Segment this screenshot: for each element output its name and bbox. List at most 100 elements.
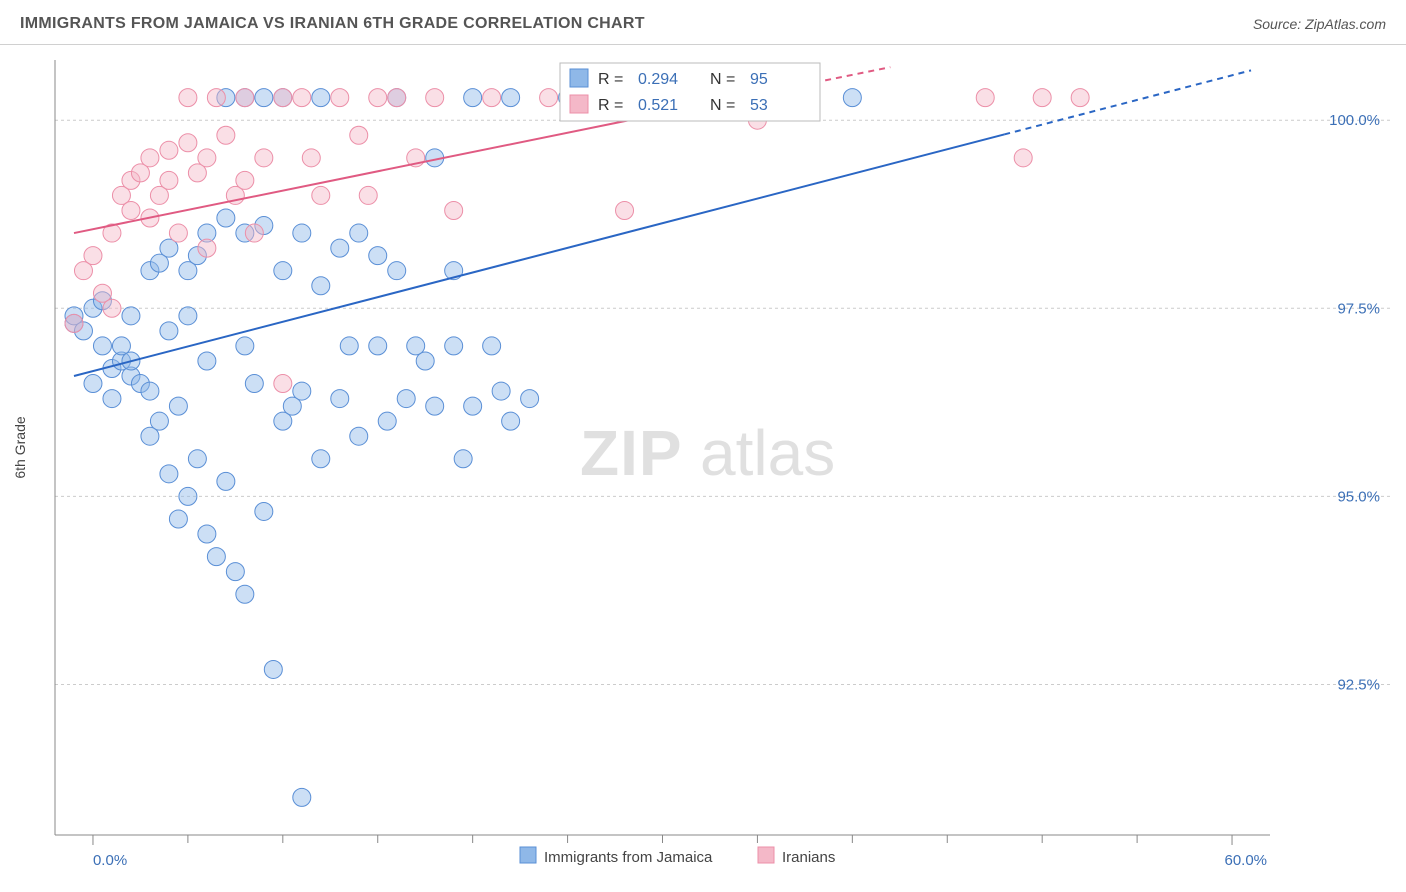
data-point (331, 239, 349, 257)
data-point (65, 314, 83, 332)
legend-swatch (570, 95, 588, 113)
data-point (293, 382, 311, 400)
data-point (331, 89, 349, 107)
data-point (445, 337, 463, 355)
data-point (236, 585, 254, 603)
legend-n-label: N = (710, 71, 735, 88)
data-point (293, 89, 311, 107)
legend-r-label: R = (598, 97, 623, 114)
data-point (1071, 89, 1089, 107)
legend-n-label: N = (710, 97, 735, 114)
trend-line-dashed (814, 67, 890, 82)
data-point (302, 149, 320, 167)
data-point (245, 375, 263, 393)
data-point (274, 89, 292, 107)
svg-text:atlas: atlas (700, 417, 835, 489)
data-point (179, 134, 197, 152)
data-point (492, 382, 510, 400)
data-point (416, 352, 434, 370)
data-point (843, 89, 861, 107)
data-point (445, 201, 463, 219)
data-point (198, 525, 216, 543)
legend-r-label: R = (598, 71, 623, 88)
bottom-legend-swatch (758, 847, 774, 863)
y-tick-label: 92.5% (1337, 677, 1380, 694)
data-point (150, 412, 168, 430)
data-point (340, 337, 358, 355)
data-point (350, 224, 368, 242)
data-point (103, 299, 121, 317)
data-point (426, 397, 444, 415)
data-point (483, 337, 501, 355)
data-point (217, 126, 235, 144)
x-tick-label: 0.0% (93, 852, 127, 869)
data-point (236, 337, 254, 355)
data-point (369, 89, 387, 107)
data-point (397, 390, 415, 408)
data-point (236, 89, 254, 107)
data-point (84, 247, 102, 265)
data-point (169, 510, 187, 528)
legend-swatch (570, 69, 588, 87)
data-point (198, 149, 216, 167)
data-point (312, 89, 330, 107)
data-point (464, 89, 482, 107)
data-point (1033, 89, 1051, 107)
data-point (976, 89, 994, 107)
legend-n-value: 95 (750, 71, 768, 88)
data-point (369, 247, 387, 265)
svg-text:ZIP: ZIP (580, 417, 683, 489)
data-point (454, 450, 472, 468)
x-tick-label: 60.0% (1224, 852, 1267, 869)
data-point (236, 171, 254, 189)
data-point (179, 487, 197, 505)
source-site: ZipAtlas.com (1305, 16, 1386, 32)
data-point (388, 89, 406, 107)
data-point (312, 277, 330, 295)
legend-n-value: 53 (750, 97, 768, 114)
data-point (359, 186, 377, 204)
y-tick-label: 97.5% (1337, 300, 1380, 317)
source-prefix: Source: (1253, 16, 1305, 32)
data-point (274, 375, 292, 393)
data-point (226, 563, 244, 581)
data-point (122, 307, 140, 325)
bottom-legend-label: Iranians (782, 849, 835, 866)
y-tick-label: 95.0% (1337, 488, 1380, 505)
legend-r-value: 0.521 (638, 97, 678, 114)
data-point (84, 375, 102, 393)
data-point (255, 149, 273, 167)
data-point (312, 186, 330, 204)
data-point (350, 427, 368, 445)
data-point (378, 412, 396, 430)
source-attribution: Source: ZipAtlas.com (1253, 16, 1386, 32)
data-point (255, 89, 273, 107)
data-point (464, 397, 482, 415)
data-point (103, 390, 121, 408)
bottom-legend-label: Immigrants from Jamaica (544, 849, 713, 866)
data-point (521, 390, 539, 408)
data-point (198, 239, 216, 257)
data-point (160, 322, 178, 340)
data-point (179, 307, 197, 325)
data-point (141, 382, 159, 400)
legend-r-value: 0.294 (638, 71, 678, 88)
data-point (616, 201, 634, 219)
chart-title: IMMIGRANTS FROM JAMAICA VS IRANIAN 6TH G… (20, 15, 645, 33)
bottom-legend-swatch (520, 847, 536, 863)
data-point (198, 352, 216, 370)
data-point (388, 262, 406, 280)
data-point (160, 465, 178, 483)
data-point (160, 141, 178, 159)
series-iranians (65, 89, 1089, 393)
data-point (483, 89, 501, 107)
data-point (293, 224, 311, 242)
data-point (369, 337, 387, 355)
watermark: ZIPatlas (580, 417, 835, 489)
data-point (426, 89, 444, 107)
chart-container: 92.5%95.0%97.5%100.0%ZIPatlas0.0%60.0%6t… (0, 45, 1406, 892)
data-point (255, 502, 273, 520)
data-point (540, 89, 558, 107)
trend-line (74, 134, 1004, 376)
data-point (179, 89, 197, 107)
